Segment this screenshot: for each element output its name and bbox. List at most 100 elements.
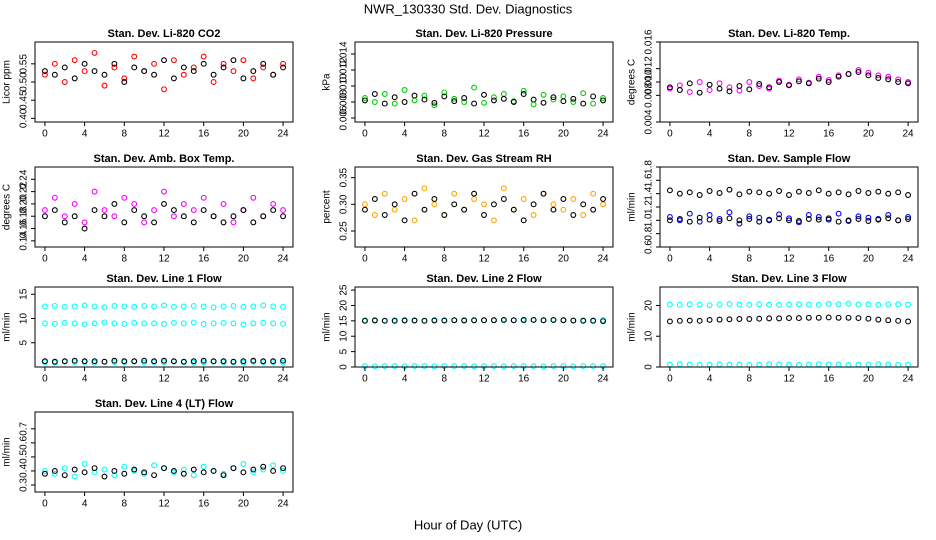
point (141, 68, 148, 75)
point (151, 60, 158, 67)
point (795, 78, 802, 85)
point (381, 190, 388, 197)
x-tick-label: 8 (442, 254, 448, 265)
point (151, 71, 158, 78)
point (200, 53, 207, 60)
point (121, 470, 128, 477)
point (746, 213, 753, 220)
point (600, 196, 607, 202)
point (676, 301, 683, 308)
x-tick-label: 0 (362, 129, 368, 140)
point (111, 320, 118, 327)
point (666, 84, 673, 91)
point (280, 207, 287, 214)
point (210, 304, 217, 311)
point (61, 79, 68, 85)
point (895, 217, 902, 224)
x-tick-label: 4 (402, 129, 408, 140)
x-tick-label: 12 (783, 254, 795, 265)
point (61, 219, 68, 226)
point (530, 201, 537, 208)
x-tick-label: 0 (42, 499, 48, 510)
point (230, 302, 237, 309)
point (81, 60, 88, 67)
point (81, 68, 88, 75)
x-tick-label: 16 (518, 129, 530, 140)
point (391, 363, 398, 370)
x-tick-label: 4 (82, 254, 88, 265)
point (431, 317, 438, 324)
point (600, 318, 607, 325)
point (270, 200, 277, 207)
point (151, 358, 158, 365)
x-tick-label: 20 (238, 499, 250, 510)
point (756, 214, 763, 221)
y-tick-label: 15 (339, 315, 350, 327)
point (381, 317, 388, 324)
point (61, 358, 68, 365)
point (190, 302, 197, 309)
point (131, 207, 138, 214)
point (825, 215, 832, 222)
point (540, 190, 547, 197)
point (500, 363, 507, 370)
point (905, 80, 912, 87)
y-tick-label: 0.40 (19, 108, 30, 128)
point (520, 87, 527, 94)
point (815, 187, 822, 194)
point (200, 469, 207, 476)
point (61, 303, 68, 310)
point (835, 218, 842, 225)
point (141, 213, 148, 220)
y-tick-label: 0 (339, 364, 350, 370)
point (240, 57, 247, 64)
point (686, 189, 693, 196)
point (280, 60, 287, 67)
point (726, 209, 733, 216)
point (696, 218, 703, 225)
y-tick-label: 0.010 (339, 73, 350, 98)
y-tick-label: 0.24 (19, 169, 30, 189)
point (270, 467, 277, 474)
point (560, 206, 567, 213)
point (71, 75, 78, 82)
point (481, 91, 487, 98)
point (71, 473, 78, 480)
point (250, 68, 257, 75)
x-tick-label: 0 (667, 254, 673, 265)
x-tick-label: 20 (558, 254, 570, 265)
point (736, 191, 743, 198)
point (180, 71, 187, 78)
point (180, 320, 187, 327)
point (111, 213, 118, 220)
y-tick-label: 10 (644, 330, 655, 342)
point (411, 217, 418, 224)
point (895, 76, 902, 83)
point (845, 191, 852, 198)
y-axis-title: ml/min (627, 192, 638, 221)
y-tick-label: 5 (339, 348, 350, 354)
point (580, 201, 587, 208)
point (855, 216, 862, 222)
point (490, 97, 497, 104)
point (371, 91, 378, 97)
point (580, 317, 587, 324)
point (500, 196, 507, 202)
point (706, 81, 713, 88)
point (696, 192, 703, 198)
point (260, 463, 267, 470)
point (170, 319, 177, 326)
x-tick-label: 12 (478, 374, 490, 385)
point (61, 319, 68, 326)
point (180, 466, 187, 473)
point (161, 86, 167, 93)
point (706, 302, 713, 309)
point (865, 315, 872, 322)
point (600, 97, 607, 104)
point (220, 200, 227, 207)
point (220, 219, 227, 226)
x-tick-label: 4 (82, 374, 88, 385)
point (200, 60, 207, 67)
point (560, 317, 567, 324)
point (716, 216, 723, 222)
